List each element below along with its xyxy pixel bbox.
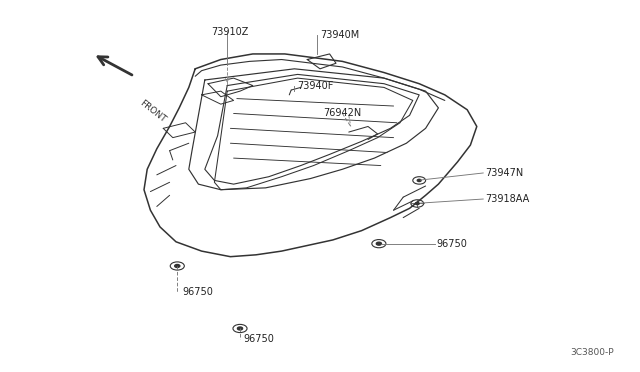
Circle shape	[417, 179, 421, 182]
Text: 3C3800-P: 3C3800-P	[571, 348, 614, 357]
Text: 96750: 96750	[436, 239, 467, 248]
Circle shape	[376, 242, 381, 245]
Text: 96750: 96750	[243, 334, 274, 343]
Text: 73947N: 73947N	[485, 168, 524, 178]
Circle shape	[237, 327, 243, 330]
Circle shape	[415, 202, 419, 205]
Text: 73918AA: 73918AA	[485, 194, 529, 204]
Text: 76942N: 76942N	[323, 109, 362, 118]
Text: 96750: 96750	[182, 287, 213, 297]
Text: 73940M: 73940M	[320, 31, 359, 40]
Text: 73940F: 73940F	[298, 81, 334, 90]
Text: FRONT: FRONT	[138, 99, 167, 125]
Text: 73910Z: 73910Z	[211, 27, 248, 36]
Circle shape	[175, 264, 180, 267]
